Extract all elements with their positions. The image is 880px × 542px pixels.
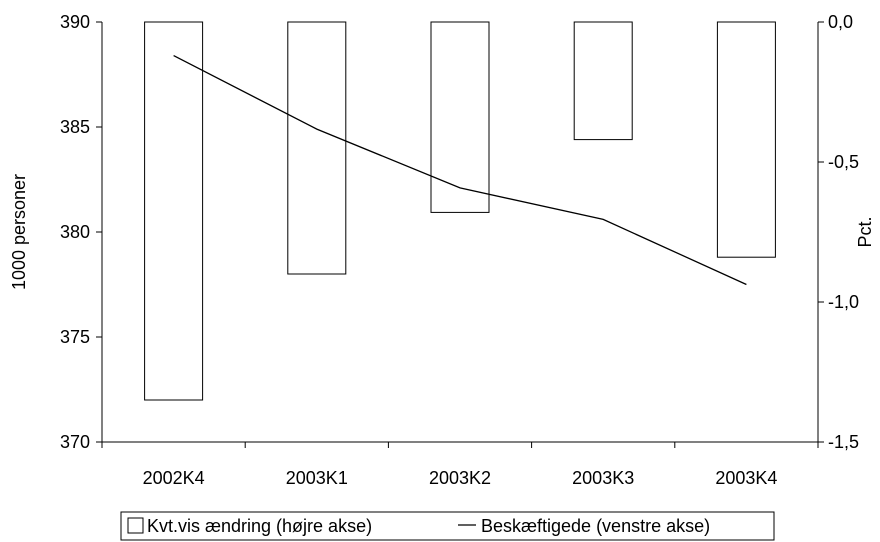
left-tick-label: 390 bbox=[60, 12, 90, 32]
left-axis-title: 1000 personer bbox=[9, 174, 29, 290]
line-layer bbox=[173, 55, 747, 286]
x-tick-label: 2003K1 bbox=[286, 468, 348, 488]
right-axis-title: Pct. bbox=[855, 216, 875, 247]
x-tick-label: 2003K3 bbox=[572, 468, 634, 488]
left-ticks: 390 385 380 375 370 bbox=[60, 12, 102, 452]
line-series-beskaeftigede bbox=[173, 55, 747, 286]
right-tick-label: -1,0 bbox=[828, 292, 859, 312]
legend-line-label: Beskæftigede (venstre akse) bbox=[481, 516, 710, 536]
x-ticks: 2002K4 2003K1 2003K2 2003K3 2003K4 bbox=[101, 442, 819, 488]
x-tick-label: 2003K2 bbox=[429, 468, 491, 488]
right-tick-label: -0,5 bbox=[828, 152, 859, 172]
left-tick-label: 375 bbox=[60, 327, 90, 347]
bar-2002K4 bbox=[144, 21, 204, 401]
right-tick-label: -1,5 bbox=[828, 432, 859, 452]
left-tick-label: 370 bbox=[60, 432, 90, 452]
bar-2003K4 bbox=[716, 21, 776, 258]
x-tick-label: 2003K4 bbox=[715, 468, 777, 488]
legend-bar-label: Kvt.vis ændring (højre akse) bbox=[147, 516, 372, 536]
left-tick-label: 380 bbox=[60, 222, 90, 242]
bar-2003K3 bbox=[573, 21, 633, 141]
bar-2003K1 bbox=[287, 21, 347, 275]
legend-box bbox=[120, 511, 775, 541]
right-ticks: 0,0 -0,5 -1,0 -1,5 bbox=[818, 12, 859, 452]
legend-bar-swatch bbox=[127, 517, 144, 534]
legend: Kvt.vis ændring (højre akse) Beskæftiged… bbox=[120, 511, 775, 541]
bars-layer bbox=[144, 21, 776, 401]
x-tick-label: 2002K4 bbox=[143, 468, 205, 488]
left-tick-label: 385 bbox=[60, 117, 90, 137]
right-tick-label: 0,0 bbox=[828, 12, 853, 32]
bar-2003K2 bbox=[430, 21, 490, 213]
